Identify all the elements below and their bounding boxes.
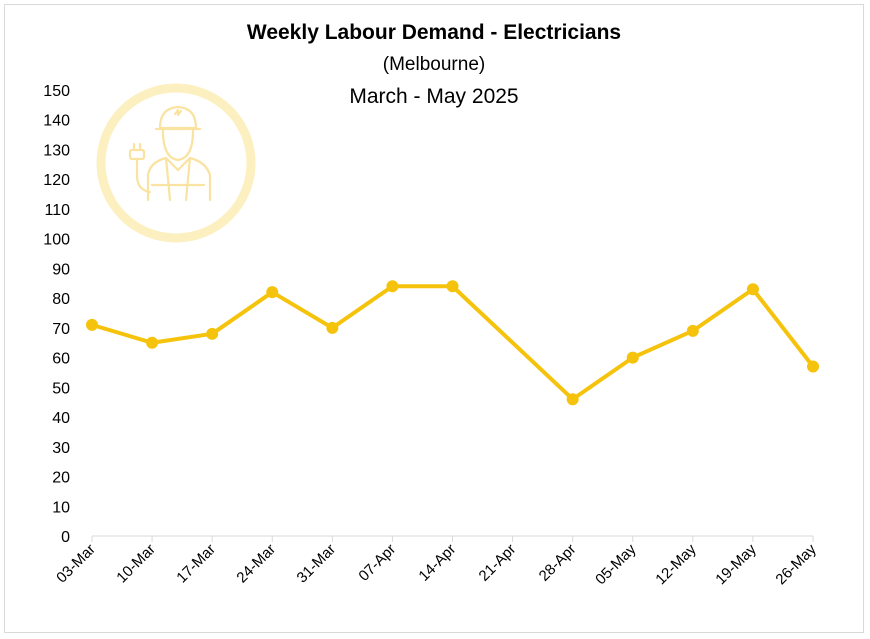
data-point: [746, 283, 759, 296]
data-point: [86, 318, 98, 331]
x-tick-label: 03-Mar: [53, 541, 99, 587]
y-tick-label: 130: [43, 142, 70, 159]
chart-date-range: March - May 2025: [349, 85, 518, 108]
x-axis: 03-Mar 10-Mar 17-Mar 24-Mar 31-Mar 07-Apr 14-A…: [53, 535, 820, 588]
y-tick-label: 150: [43, 83, 70, 100]
data-point: [386, 280, 399, 293]
y-tick-label: 10: [52, 499, 70, 516]
data-point: [626, 351, 639, 364]
y-tick-label: 50: [52, 380, 70, 397]
y-tick-label: 80: [52, 291, 70, 308]
x-tick-label: 31-Mar: [294, 541, 340, 587]
y-tick-label: 70: [52, 321, 70, 338]
data-point: [807, 360, 819, 373]
y-tick-label: 30: [52, 440, 70, 457]
y-tick-label: 140: [43, 113, 70, 130]
y-tick-label: 90: [52, 261, 70, 278]
chart-frame: [4, 4, 864, 633]
x-tick-label: 24-Mar: [233, 541, 279, 587]
x-tick-label: 17-Mar: [173, 541, 219, 587]
y-tick-label: 100: [43, 232, 70, 249]
y-tick-label: 0: [61, 529, 70, 546]
x-tick-label: 28-Apr: [536, 541, 580, 585]
y-axis: 0 10 20 30 40 50 60 70 80 90 100 110 120 130 140 150: [43, 83, 70, 546]
x-tick-label: 07-Apr: [355, 541, 399, 585]
data-point: [326, 321, 339, 334]
x-tick-label: 19-May: [712, 540, 760, 588]
x-tick-label: 26-May: [772, 540, 820, 588]
y-tick-label: 20: [52, 470, 70, 487]
series-layer: [86, 280, 819, 406]
data-point: [206, 327, 219, 340]
data-point: [446, 280, 459, 293]
x-tick-label: 12-May: [652, 540, 700, 588]
y-tick-label: 60: [52, 351, 70, 368]
chart-subtitle: (Melbourne): [383, 54, 485, 75]
x-tick-label: 10-Mar: [113, 541, 159, 587]
y-tick-label: 40: [52, 410, 70, 427]
electrician-worker-icon: [96, 83, 256, 243]
chart-title: Weekly Labour Demand - Electricians: [247, 21, 621, 44]
data-point: [566, 393, 579, 406]
data-point: [146, 336, 159, 349]
data-point: [686, 324, 699, 337]
data-point: [266, 286, 279, 299]
x-tick-label: 21-Apr: [476, 541, 520, 585]
y-tick-label: 110: [44, 202, 70, 219]
x-tick-label: 05-May: [592, 540, 640, 588]
series-line: [90, 284, 815, 402]
y-tick-label: 120: [43, 172, 70, 189]
x-tick-label: 14-Apr: [415, 541, 459, 585]
